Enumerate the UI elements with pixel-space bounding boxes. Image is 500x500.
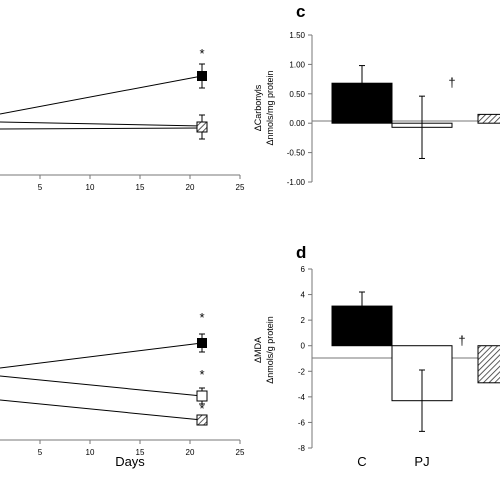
bar-panel-c: c ΔCarbonyls Δnmols/mg protein 1.50 1.00 0…	[253, 2, 500, 187]
x-ticks: 5 10 15 20 25	[38, 440, 245, 457]
x-tick-label: 25	[236, 183, 245, 192]
bars	[331, 65, 500, 159]
y-tick-label: 4	[301, 291, 306, 300]
marker-filled-square	[197, 338, 207, 348]
category-label: PJ	[414, 454, 429, 469]
y-ticks: 6 4 2 0 -2 -4 -6 -8	[298, 265, 312, 453]
y-tick-label: -4	[298, 393, 306, 402]
category-labels: C PJ	[357, 454, 429, 469]
series-line-hatched	[0, 399, 203, 421]
y-tick-label: 0.00	[289, 119, 305, 128]
x-tick-label: 20	[186, 183, 195, 192]
y-tick-label: -2	[298, 367, 306, 376]
series-line-open	[0, 375, 203, 397]
marker-hatched-square	[196, 414, 208, 426]
y-tick-label: -6	[298, 418, 306, 427]
series-line-filled	[0, 75, 203, 115]
bar-panel-d: d ΔMDA Δnmols/g protein 6 4 2 0 -2 -4 -6 -8 † C…	[253, 243, 500, 469]
significance-dagger: †	[448, 75, 455, 90]
x-tick-label: 15	[136, 448, 145, 457]
y-tick-label: 1.50	[289, 31, 305, 40]
line-panel-bottom: 5 10 15 20 25 * * * Days	[0, 310, 245, 469]
y-tick-label: 0	[301, 342, 306, 351]
y-tick-label: -0.50	[287, 149, 306, 158]
series-line-open	[0, 121, 203, 127]
series-line-filled	[0, 342, 203, 369]
marker-open-square	[196, 390, 208, 402]
x-tick-label: 10	[86, 183, 95, 192]
x-ticks: 5 10 15 20 25	[38, 175, 245, 192]
x-tick-label: 5	[38, 183, 43, 192]
x-tick-label: 5	[38, 448, 43, 457]
y-tick-label: -8	[298, 444, 306, 453]
significance-asterisk: *	[199, 401, 204, 416]
bar	[477, 345, 500, 384]
x-tick-label: 25	[236, 448, 245, 457]
panel-label-d: d	[296, 243, 306, 262]
bars	[331, 291, 500, 432]
line-panel-top: 5 10 15 20 25 *	[0, 46, 245, 192]
category-label: C	[357, 454, 366, 469]
y-tick-label: 1.00	[289, 60, 305, 69]
x-tick-label: 20	[186, 448, 195, 457]
y-axis-label-units: Δnmols/mg protein	[265, 70, 275, 145]
series-line-hatched	[0, 127, 203, 130]
significance-asterisk: *	[199, 46, 204, 61]
y-tick-label: 0.50	[289, 90, 305, 99]
significance-asterisk: *	[199, 310, 204, 325]
y-axis-label: ΔCarbonyls	[253, 84, 263, 131]
x-axis-title: Days	[115, 454, 145, 469]
y-tick-label: -1.00	[287, 178, 306, 187]
y-ticks: 1.50 1.00 0.50 0.00 -0.50 -1.00	[287, 31, 312, 187]
x-tick-label: 10	[86, 448, 95, 457]
y-axis-label-units: Δnmols/g protein	[265, 316, 275, 384]
significance-asterisk: *	[199, 367, 204, 382]
marker-hatched-square	[196, 121, 208, 133]
y-tick-label: 2	[301, 316, 306, 325]
panel-label-c: c	[296, 2, 305, 21]
x-tick-label: 15	[136, 183, 145, 192]
y-tick-label: 6	[301, 265, 306, 274]
bar	[477, 113, 500, 124]
significance-dagger: †	[458, 333, 465, 348]
y-axis-label: ΔMDA	[253, 337, 263, 363]
marker-filled-square	[197, 71, 207, 81]
